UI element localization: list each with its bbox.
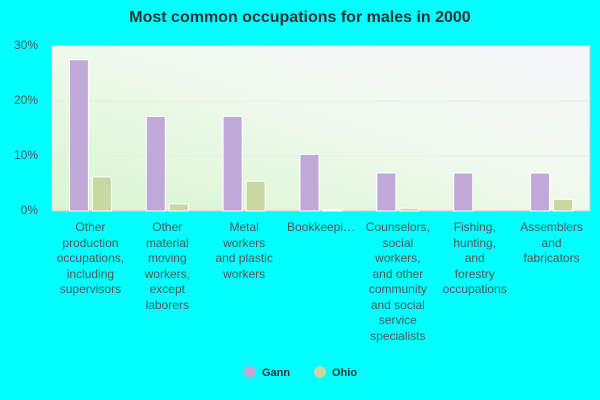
legend-marker [314, 366, 326, 378]
y-tick-label: 10% [14, 148, 38, 162]
x-tick-label: Other material moving workers, except la… [144, 220, 190, 312]
bar [245, 180, 266, 212]
bar [145, 115, 166, 212]
x-tick-label: Other production occupations, including … [56, 220, 125, 296]
x-tick-label: Assemblers and fabricators [520, 220, 583, 265]
legend-label: Gann [262, 367, 290, 379]
plot-area [52, 46, 590, 211]
x-tick-label: Metal workers and plastic workers [215, 220, 273, 281]
chart-title: Most common occupations for males in 200… [129, 9, 471, 26]
bar [68, 59, 89, 212]
bar [553, 198, 574, 212]
x-tick-label: Bookkeepi… [286, 220, 356, 234]
x-tick-label: Fishing, hunting, and forestry occupatio… [442, 220, 507, 296]
legend-label: Ohio [332, 367, 357, 379]
bar [376, 172, 397, 212]
bar [399, 207, 420, 212]
bar [168, 203, 189, 212]
x-tick-label: Counselors, social workers, and other co… [365, 220, 430, 343]
bar [299, 153, 320, 212]
legend-marker [244, 366, 256, 378]
bar [453, 172, 474, 212]
bar [530, 172, 551, 212]
bar [322, 209, 343, 212]
y-tick-label: 20% [14, 93, 38, 107]
bar [91, 176, 112, 212]
y-tick-label: 0% [21, 203, 39, 217]
bar [222, 115, 243, 212]
y-tick-label: 30% [14, 38, 38, 52]
